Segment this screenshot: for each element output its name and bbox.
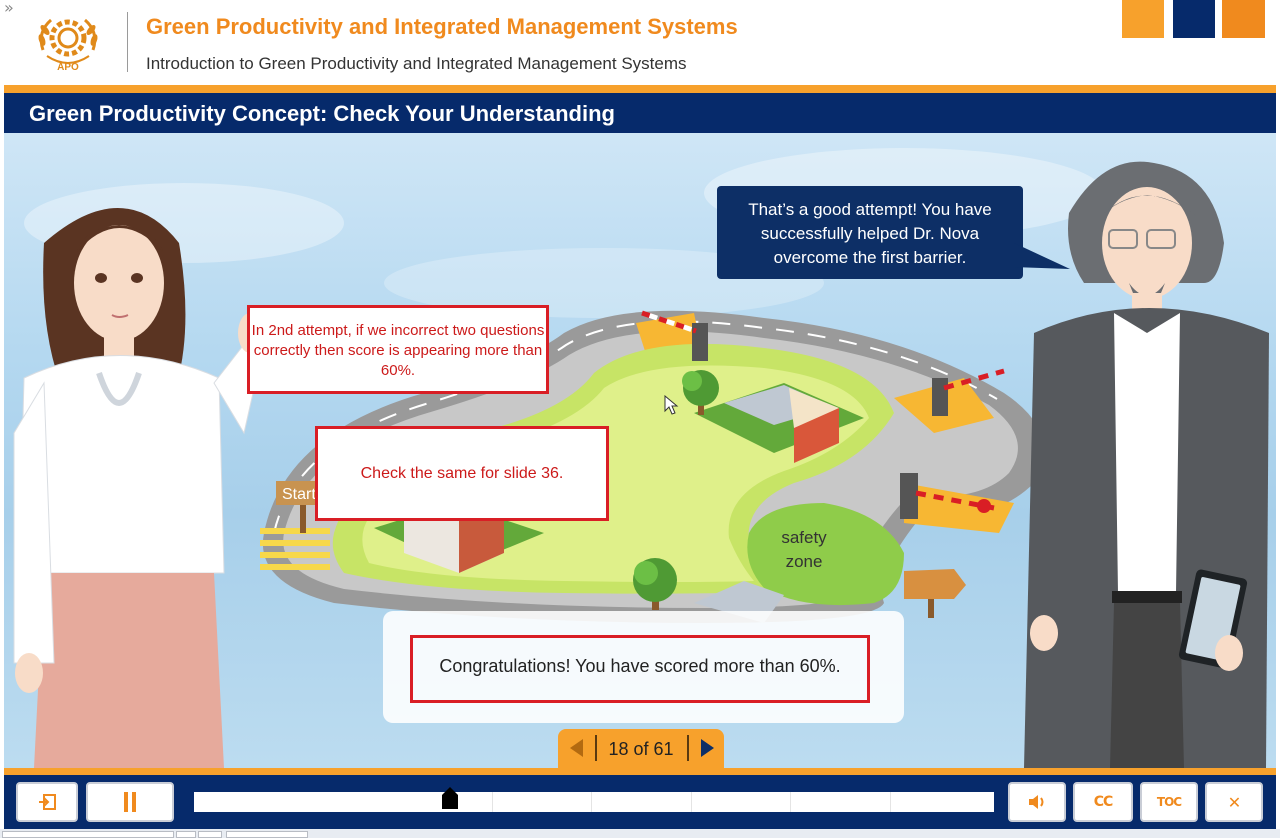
exit-icon: [39, 794, 56, 810]
seek-segment-tick: [691, 792, 692, 812]
barrier-1: [641, 310, 708, 361]
slide-counter: 18 of 61: [608, 739, 674, 759]
collapse-menu-icon[interactable]: »: [4, 0, 14, 17]
pause-button[interactable]: [86, 782, 174, 822]
course-title: Green Productivity and Integrated Manage…: [146, 14, 738, 39]
brand-square-2: [1173, 0, 1215, 38]
bottom-status-strip: [0, 829, 1280, 838]
seek-thumb[interactable]: [441, 787, 459, 809]
slide-title-bar: Green Productivity Concept: Check Your U…: [4, 93, 1276, 133]
header-divider: [127, 12, 128, 72]
speech-bubble-text: That’s a good attempt! You have successf…: [748, 200, 992, 267]
close-icon: ✕: [1227, 792, 1241, 812]
seek-segment-tick: [492, 792, 493, 812]
female-character: [13, 208, 263, 768]
next-slide-button[interactable]: [701, 739, 714, 757]
safety-zone-label-2: zone: [786, 552, 823, 571]
start-sign-label: Start: [282, 486, 316, 503]
review-note-1: In 2nd attempt, if we incorrect two ques…: [247, 305, 549, 394]
pager-divider-right: [687, 735, 689, 761]
male-character: [1024, 161, 1269, 768]
toc-label: TOC: [1156, 795, 1182, 809]
tree-2: [633, 558, 677, 610]
pause-icon: [124, 792, 136, 812]
header-accent-bar: [4, 85, 1276, 93]
seek-bar[interactable]: [194, 792, 994, 812]
apo-logo: APO: [38, 18, 98, 73]
close-button[interactable]: ✕: [1205, 782, 1263, 822]
review-note-2: Check the same for slide 36.: [315, 426, 609, 521]
brand-square-3: [1222, 0, 1265, 38]
bottom-tab-1: [2, 831, 174, 838]
barrier-3: [900, 473, 995, 519]
logo-text: APO: [57, 62, 79, 73]
review-note-2-text: Check the same for slide 36.: [360, 465, 564, 482]
table-of-contents-button[interactable]: TOC: [1140, 782, 1198, 822]
review-note-1-text: In 2nd attempt, if we incorrect two ques…: [251, 322, 545, 379]
seek-segment-tick: [790, 792, 791, 812]
feedback-panel: [383, 611, 904, 723]
mouse-cursor-icon: [664, 395, 679, 415]
exit-button[interactable]: [16, 782, 78, 822]
factory-building: [694, 383, 864, 463]
closed-captions-button[interactable]: CC: [1073, 782, 1133, 822]
player-control-bar: CC TOC ✕: [4, 775, 1276, 829]
feedback-box: Congratulations! You have scored more th…: [410, 635, 870, 703]
bottom-tab-3: [198, 831, 222, 838]
feedback-text: Congratulations! You have scored more th…: [439, 656, 841, 676]
player-accent-bar: [4, 768, 1276, 775]
speech-bubble: That’s a good attempt! You have successf…: [717, 186, 1023, 279]
direction-sign: [904, 569, 966, 618]
speech-bubble-tail: [1014, 243, 1070, 269]
barrier-2: [932, 368, 1005, 416]
slide-stage: safety zone: [4, 133, 1276, 768]
seek-segment-tick: [890, 792, 891, 812]
slide-title: Green Productivity Concept: Check Your U…: [29, 101, 615, 126]
volume-button[interactable]: [1008, 782, 1066, 822]
cc-label: CC: [1093, 794, 1114, 810]
speaker-icon: [1029, 795, 1044, 809]
bottom-tab-4: [226, 831, 308, 838]
bottom-tab-2: [176, 831, 196, 838]
tree-1: [682, 370, 719, 415]
previous-slide-button[interactable]: [570, 739, 583, 757]
safety-zone-label-1: safety: [781, 528, 827, 547]
seek-segment-tick: [591, 792, 592, 812]
pager-divider-left: [595, 735, 597, 761]
course-subtitle: Introduction to Green Productivity and I…: [146, 54, 687, 73]
brand-square-1: [1122, 0, 1164, 38]
slide-pager: 18 of 61: [558, 729, 724, 768]
